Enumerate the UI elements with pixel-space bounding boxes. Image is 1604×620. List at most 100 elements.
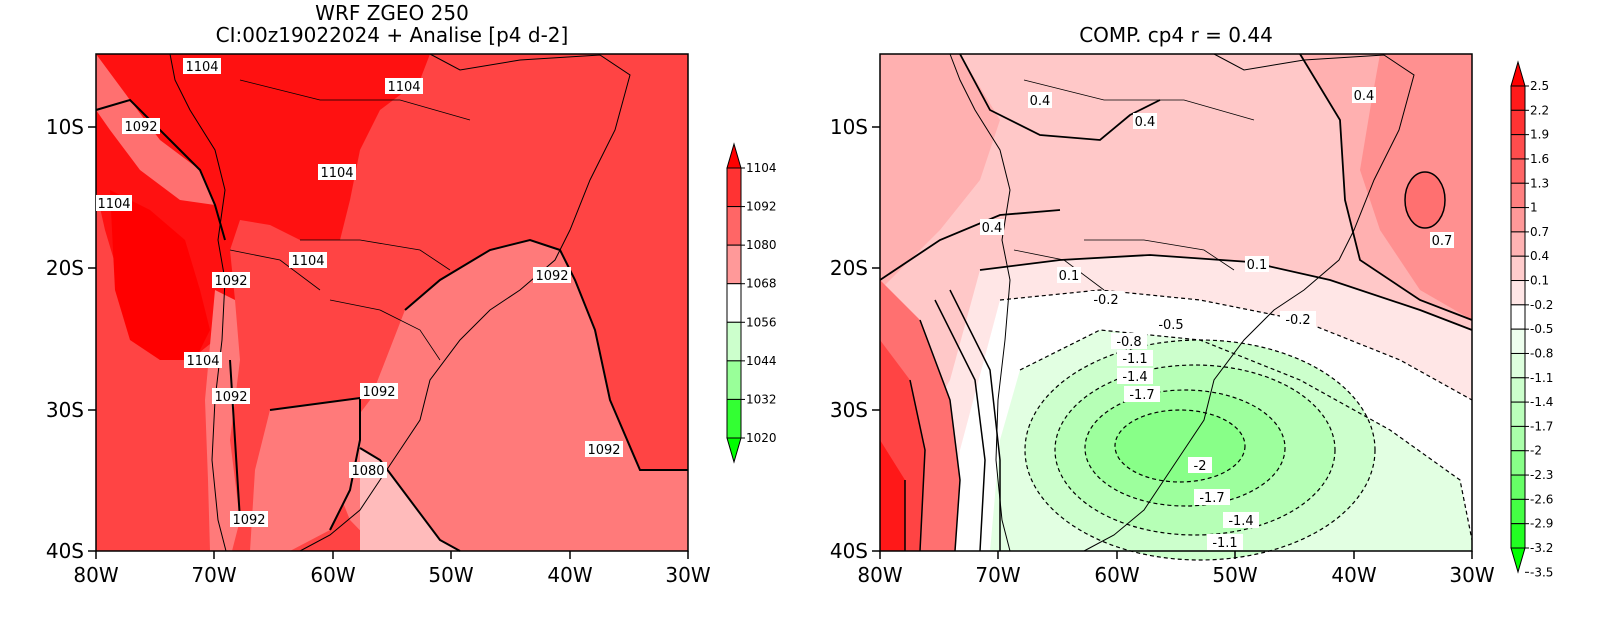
x-tick-label: 80W (73, 563, 118, 587)
right-colorbar-top-triangle (1510, 60, 1526, 87)
x-tick-label: 70W (975, 563, 1020, 587)
x-tick-label: 40W (1331, 563, 1376, 587)
left-colorbar-segment (726, 321, 742, 362)
y-tick-label: 30S (46, 398, 84, 422)
contour-label: 1104 (97, 197, 130, 212)
x-tick-label: 40W (547, 563, 592, 587)
contour-label: -1.1 (1122, 352, 1147, 367)
contour-label: -0.2 (1093, 293, 1118, 308)
y-tick-label: 40S (46, 539, 84, 563)
x-tick-label: 30W (665, 563, 710, 587)
right-colorbar-label: 2.5 (1530, 79, 1549, 93)
right-colorbar-segment (1510, 255, 1526, 282)
contour-label: -1.7 (1129, 388, 1154, 403)
right-coastlines (949, 53, 1415, 552)
left-colorbar-label: 1080 (746, 238, 777, 252)
right-colorbar-segment (1510, 134, 1526, 160)
right-colorbar-label: 2.2 (1530, 103, 1549, 117)
left-colorbar-label: 1068 (746, 277, 777, 291)
left-contour-labels: 1104 1104 1092 1104 1104 1104 1092 1092 … (96, 58, 623, 528)
contour-label: -1.4 (1228, 514, 1253, 529)
left-contours (95, 98, 688, 552)
x-tick-label: 50W (428, 563, 473, 587)
contour-label: 0.1 (1059, 269, 1080, 284)
y-tick-label: 10S (46, 115, 84, 139)
right-colorbar-label: -1.4 (1530, 395, 1553, 409)
contour-label: 1104 (320, 166, 353, 181)
left-colorbar-segment (726, 206, 742, 246)
right-colorbar-segment (1510, 425, 1526, 452)
right-colorbar-segment (1510, 498, 1526, 525)
left-colorbar-label: 1092 (746, 200, 777, 214)
left-colorbar-segment (726, 398, 742, 439)
contour-label: -1.4 (1122, 370, 1147, 385)
left-colorbar-bottom-triangle (726, 437, 742, 464)
left-colorbar-segment (726, 167, 742, 208)
right-x-tick-labels: 80W 70W 60W 50W 40W 30W (857, 563, 1494, 587)
right-colorbar-label: -3.2 (1530, 541, 1553, 555)
right-colorbar-segment (1510, 158, 1526, 184)
left-colorbar-segment (726, 244, 742, 285)
right-colorbar-label: 1 (1530, 201, 1538, 215)
right-colorbar-segment (1510, 523, 1526, 549)
x-tick-label: 80W (857, 563, 902, 587)
left-title-line1: WRF ZGEO 250 (315, 1, 469, 25)
right-colorbar-segment (1510, 474, 1526, 500)
right-colorbar-bottom-triangle (1510, 547, 1526, 574)
right-colorbar-label: -2.6 (1530, 492, 1553, 506)
contour-label: 0.4 (1354, 89, 1375, 104)
left-colorbar-label: 1020 (746, 431, 777, 445)
right-colorbar-label: -2.3 (1530, 468, 1553, 482)
right-colorbar-label: 0.1 (1530, 274, 1549, 288)
right-colorbar-label: 1.6 (1530, 152, 1549, 166)
right-colorbar: 2.5 2.2 1.9 1.6 1.3 1 0.7 0.4 0.1 -0.2 -0.5 -0.8 -1.… (1510, 60, 1553, 579)
left-colorbar-top-triangle (726, 142, 742, 169)
contour-label: -1.7 (1199, 491, 1224, 506)
right-title: COMP. cp4 r = 0.44 (1079, 23, 1273, 47)
contour-label: 0.4 (1030, 94, 1051, 109)
left-map-fill (96, 54, 688, 551)
left-colorbar: 1104 1092 1080 1068 1056 1044 1032 1020 (726, 142, 777, 464)
right-colorbar-label: -0.8 (1530, 346, 1553, 360)
contour-label: 1092 (587, 443, 620, 458)
contour-label: 0.4 (982, 221, 1003, 236)
left-colorbar-label: 1044 (746, 354, 777, 368)
left-coastlines (169, 53, 631, 552)
x-tick-label: 60W (1094, 563, 1139, 587)
left-y-tick-labels: 10S 20S 30S 40S (46, 115, 84, 563)
right-colorbar-segment (1510, 328, 1526, 354)
right-colorbar-label: 1.3 (1530, 176, 1549, 190)
right-axes (872, 126, 1473, 559)
right-y-tick-labels: 10S 20S 30S 40S (830, 115, 868, 563)
y-tick-label: 10S (830, 115, 868, 139)
right-colorbar-label: -0.5 (1530, 322, 1553, 336)
x-tick-label: 60W (310, 563, 355, 587)
right-colorbar-label: 0.7 (1530, 225, 1549, 239)
x-tick-label: 70W (191, 563, 236, 587)
left-colorbar-label: 1056 (746, 315, 777, 329)
right-colorbar-segment (1510, 231, 1526, 257)
contour-label: 1104 (387, 80, 420, 95)
right-colorbar-label: -2 (1530, 444, 1542, 458)
right-colorbar-segment (1510, 352, 1526, 379)
left-map-frame (95, 53, 689, 552)
right-colorbar-label: 1.9 (1530, 128, 1549, 142)
right-contours (879, 53, 1473, 561)
contour-label: -0.8 (1116, 335, 1141, 350)
right-map-frame (879, 53, 1473, 552)
y-tick-label: 20S (46, 256, 84, 280)
x-tick-label: 50W (1212, 563, 1257, 587)
right-colorbar-segment (1510, 207, 1526, 233)
right-colorbar-segment (1510, 280, 1526, 306)
contour-label: 0.7 (1432, 234, 1453, 249)
left-colorbar-segment (726, 283, 742, 323)
left-colorbar-label: 1104 (746, 161, 777, 175)
right-contour-labels: 0.4 0.4 0.4 0.4 0.7 0.1 0.1 -0.2 -0.5 -0… (980, 87, 1454, 551)
left-x-tick-labels: 80W 70W 60W 50W 40W 30W (73, 563, 710, 587)
right-colorbar-label: -1.1 (1530, 371, 1553, 385)
right-colorbar-segment (1510, 401, 1526, 427)
contour-label: -1.1 (1212, 536, 1237, 551)
left-colorbar-segment (726, 360, 742, 400)
contour-label: 1092 (362, 385, 395, 400)
right-colorbar-segment (1510, 450, 1526, 476)
